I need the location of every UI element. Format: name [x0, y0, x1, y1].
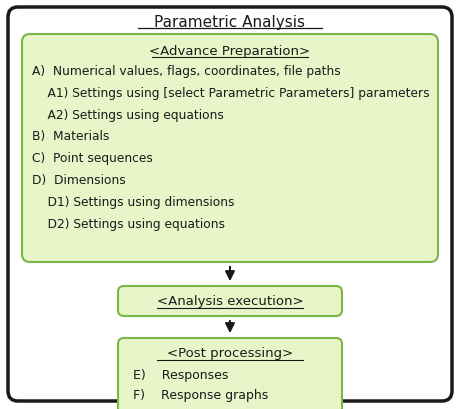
Text: D2) Settings using equations: D2) Settings using equations	[32, 218, 224, 231]
Text: A1) Settings using [select Parametric Parameters] parameters: A1) Settings using [select Parametric Pa…	[32, 86, 429, 99]
FancyBboxPatch shape	[118, 338, 341, 409]
Text: D)  Dimensions: D) Dimensions	[32, 174, 125, 187]
Text: D1) Settings using dimensions: D1) Settings using dimensions	[32, 196, 234, 209]
Text: A2) Settings using equations: A2) Settings using equations	[32, 108, 224, 121]
FancyBboxPatch shape	[22, 35, 437, 262]
FancyBboxPatch shape	[8, 8, 451, 401]
Text: C)  Point sequences: C) Point sequences	[32, 152, 152, 165]
Text: E)    Responses: E) Responses	[133, 369, 228, 382]
Text: A)  Numerical values, flags, coordinates, file paths: A) Numerical values, flags, coordinates,…	[32, 64, 340, 77]
Text: <Analysis execution>: <Analysis execution>	[157, 295, 302, 308]
Text: B)  Materials: B) Materials	[32, 130, 109, 143]
Text: Parametric Analysis: Parametric Analysis	[154, 14, 305, 29]
Text: <Advance Preparation>: <Advance Preparation>	[149, 45, 310, 57]
FancyBboxPatch shape	[118, 286, 341, 316]
Text: F)    Response graphs: F) Response graphs	[133, 389, 268, 402]
Text: <Post processing>: <Post processing>	[167, 347, 292, 360]
